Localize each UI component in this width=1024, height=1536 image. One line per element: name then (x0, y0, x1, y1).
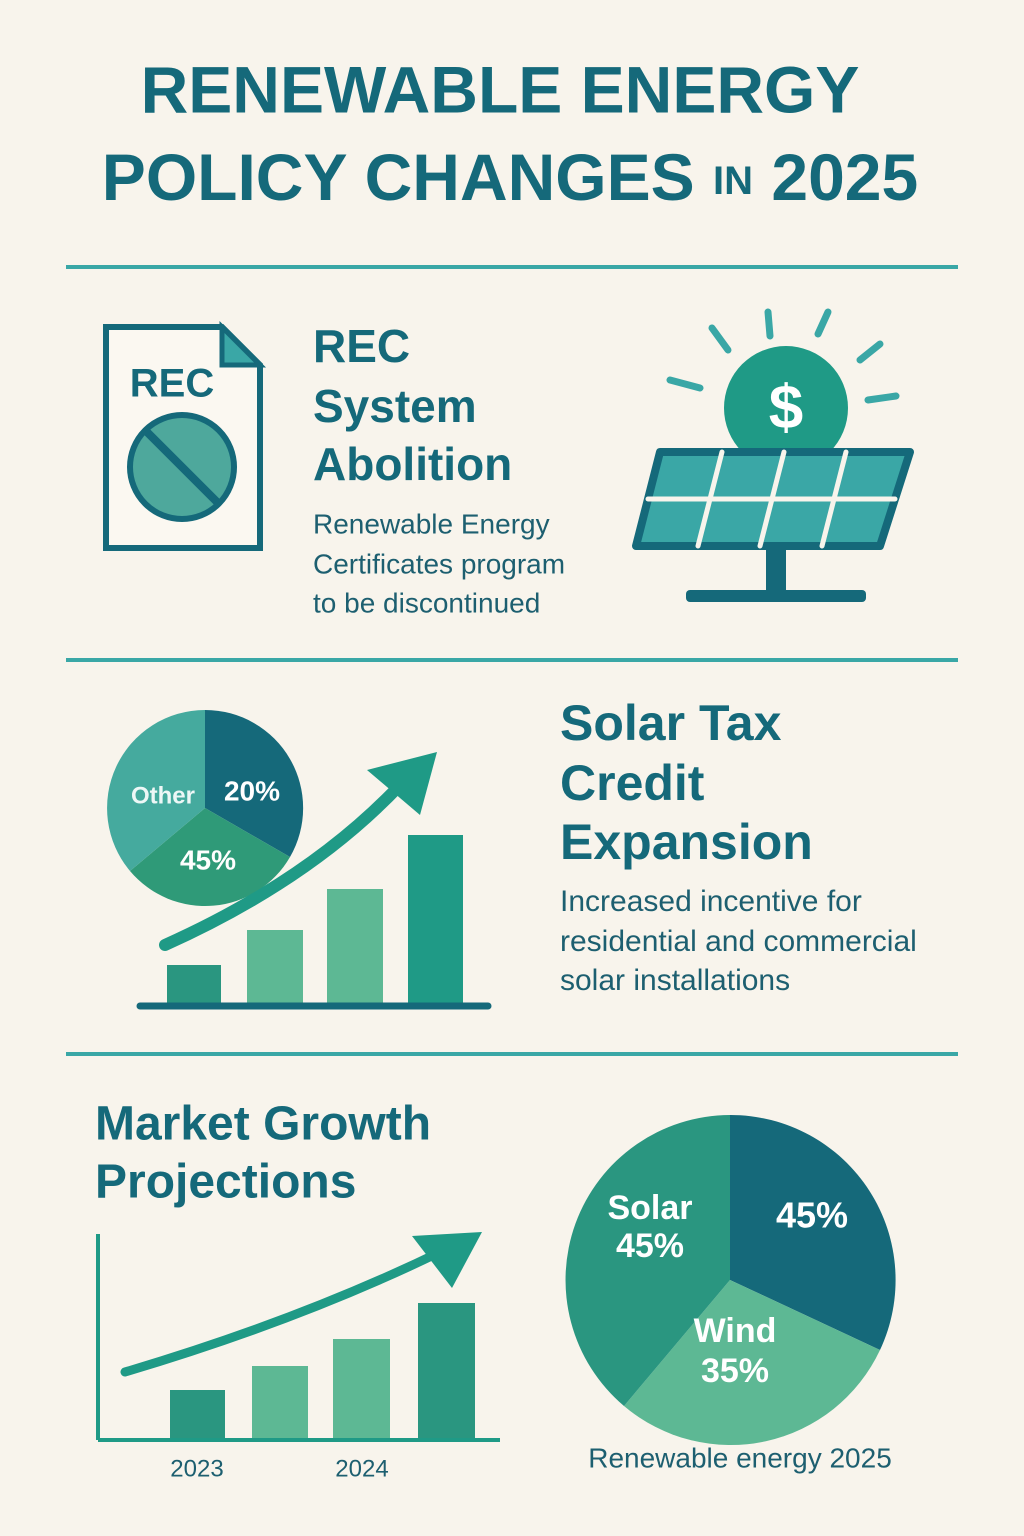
section-heading: Projections (95, 1156, 356, 1209)
pie-slice (565, 1115, 730, 1406)
pie-label: 20% (224, 775, 280, 806)
section-body: Renewable Energy (313, 508, 550, 539)
section-heading: Market Growth (95, 1098, 431, 1151)
stand (766, 546, 786, 592)
pie-label: 45% (616, 1227, 684, 1265)
pie-slice (107, 710, 205, 871)
arrow-head (412, 1232, 482, 1288)
sun (724, 346, 848, 470)
pie-label: Other (131, 782, 195, 809)
bar (327, 889, 383, 1005)
document-fold (219, 320, 267, 368)
title-part: IN (713, 159, 753, 203)
bar-illustration (136, 752, 492, 1010)
section-heading: Credit (560, 755, 705, 811)
section-body: residential and commercial (560, 925, 917, 958)
pie-chart-illustration: Other 20% 45% (107, 709, 304, 907)
x-label: 2023 (170, 1455, 223, 1482)
title-part: POLICY CHANGES (102, 140, 695, 214)
section-heading: Expansion (560, 814, 813, 870)
solar-icon: $ (632, 308, 914, 602)
trend-arrow (120, 1247, 445, 1377)
pie-slice (130, 808, 290, 907)
bar (252, 1366, 308, 1438)
title-part: 2025 (771, 140, 918, 214)
bar (167, 965, 221, 1005)
bar (418, 1303, 475, 1438)
x-label: 2024 (335, 1455, 388, 1482)
sun-rays (666, 308, 900, 404)
panel-grid (645, 449, 898, 549)
title-line: POLICY CHANGES IN 2025 (102, 140, 918, 214)
pie-label: 45% (776, 1195, 848, 1236)
pie-slice (205, 709, 304, 857)
bar (408, 835, 463, 1005)
section-body: Increased incentive for (560, 885, 862, 918)
pie-chart-illustration: Solar 45% 45% Wind 35% (565, 1114, 896, 1446)
dollar-sign: $ (769, 373, 803, 442)
section-heading: REC (313, 320, 410, 372)
bar (247, 930, 303, 1005)
pie-label: Solar (607, 1189, 692, 1227)
prohibit-slash (143, 428, 221, 506)
pie-label: 45% (180, 844, 236, 875)
pie-slice (624, 1280, 880, 1446)
section-body: Certificates program (313, 548, 565, 579)
section-heading: Abolition (313, 438, 512, 490)
section-body: to be discontinued (313, 587, 540, 618)
section-heading: System (313, 380, 477, 432)
section-heading: Solar Tax (560, 695, 782, 751)
arrow-head (367, 752, 437, 815)
pie-label: 35% (701, 1352, 769, 1390)
bar (333, 1339, 390, 1438)
pie-slice (730, 1114, 896, 1350)
stand-base (686, 590, 866, 602)
bar (170, 1390, 225, 1438)
icon-label: REC (130, 362, 214, 406)
rec-icon: REC (103, 320, 267, 551)
caption: Renewable energy 2025 (588, 1442, 892, 1473)
title-line: RENEWABLE ENERGY (141, 52, 860, 126)
section-body: solar installations (560, 964, 790, 997)
trend-arrow (159, 779, 406, 951)
pie-label: Wind (694, 1312, 777, 1350)
growth-illustration: 2023 2024 (96, 1232, 500, 1482)
